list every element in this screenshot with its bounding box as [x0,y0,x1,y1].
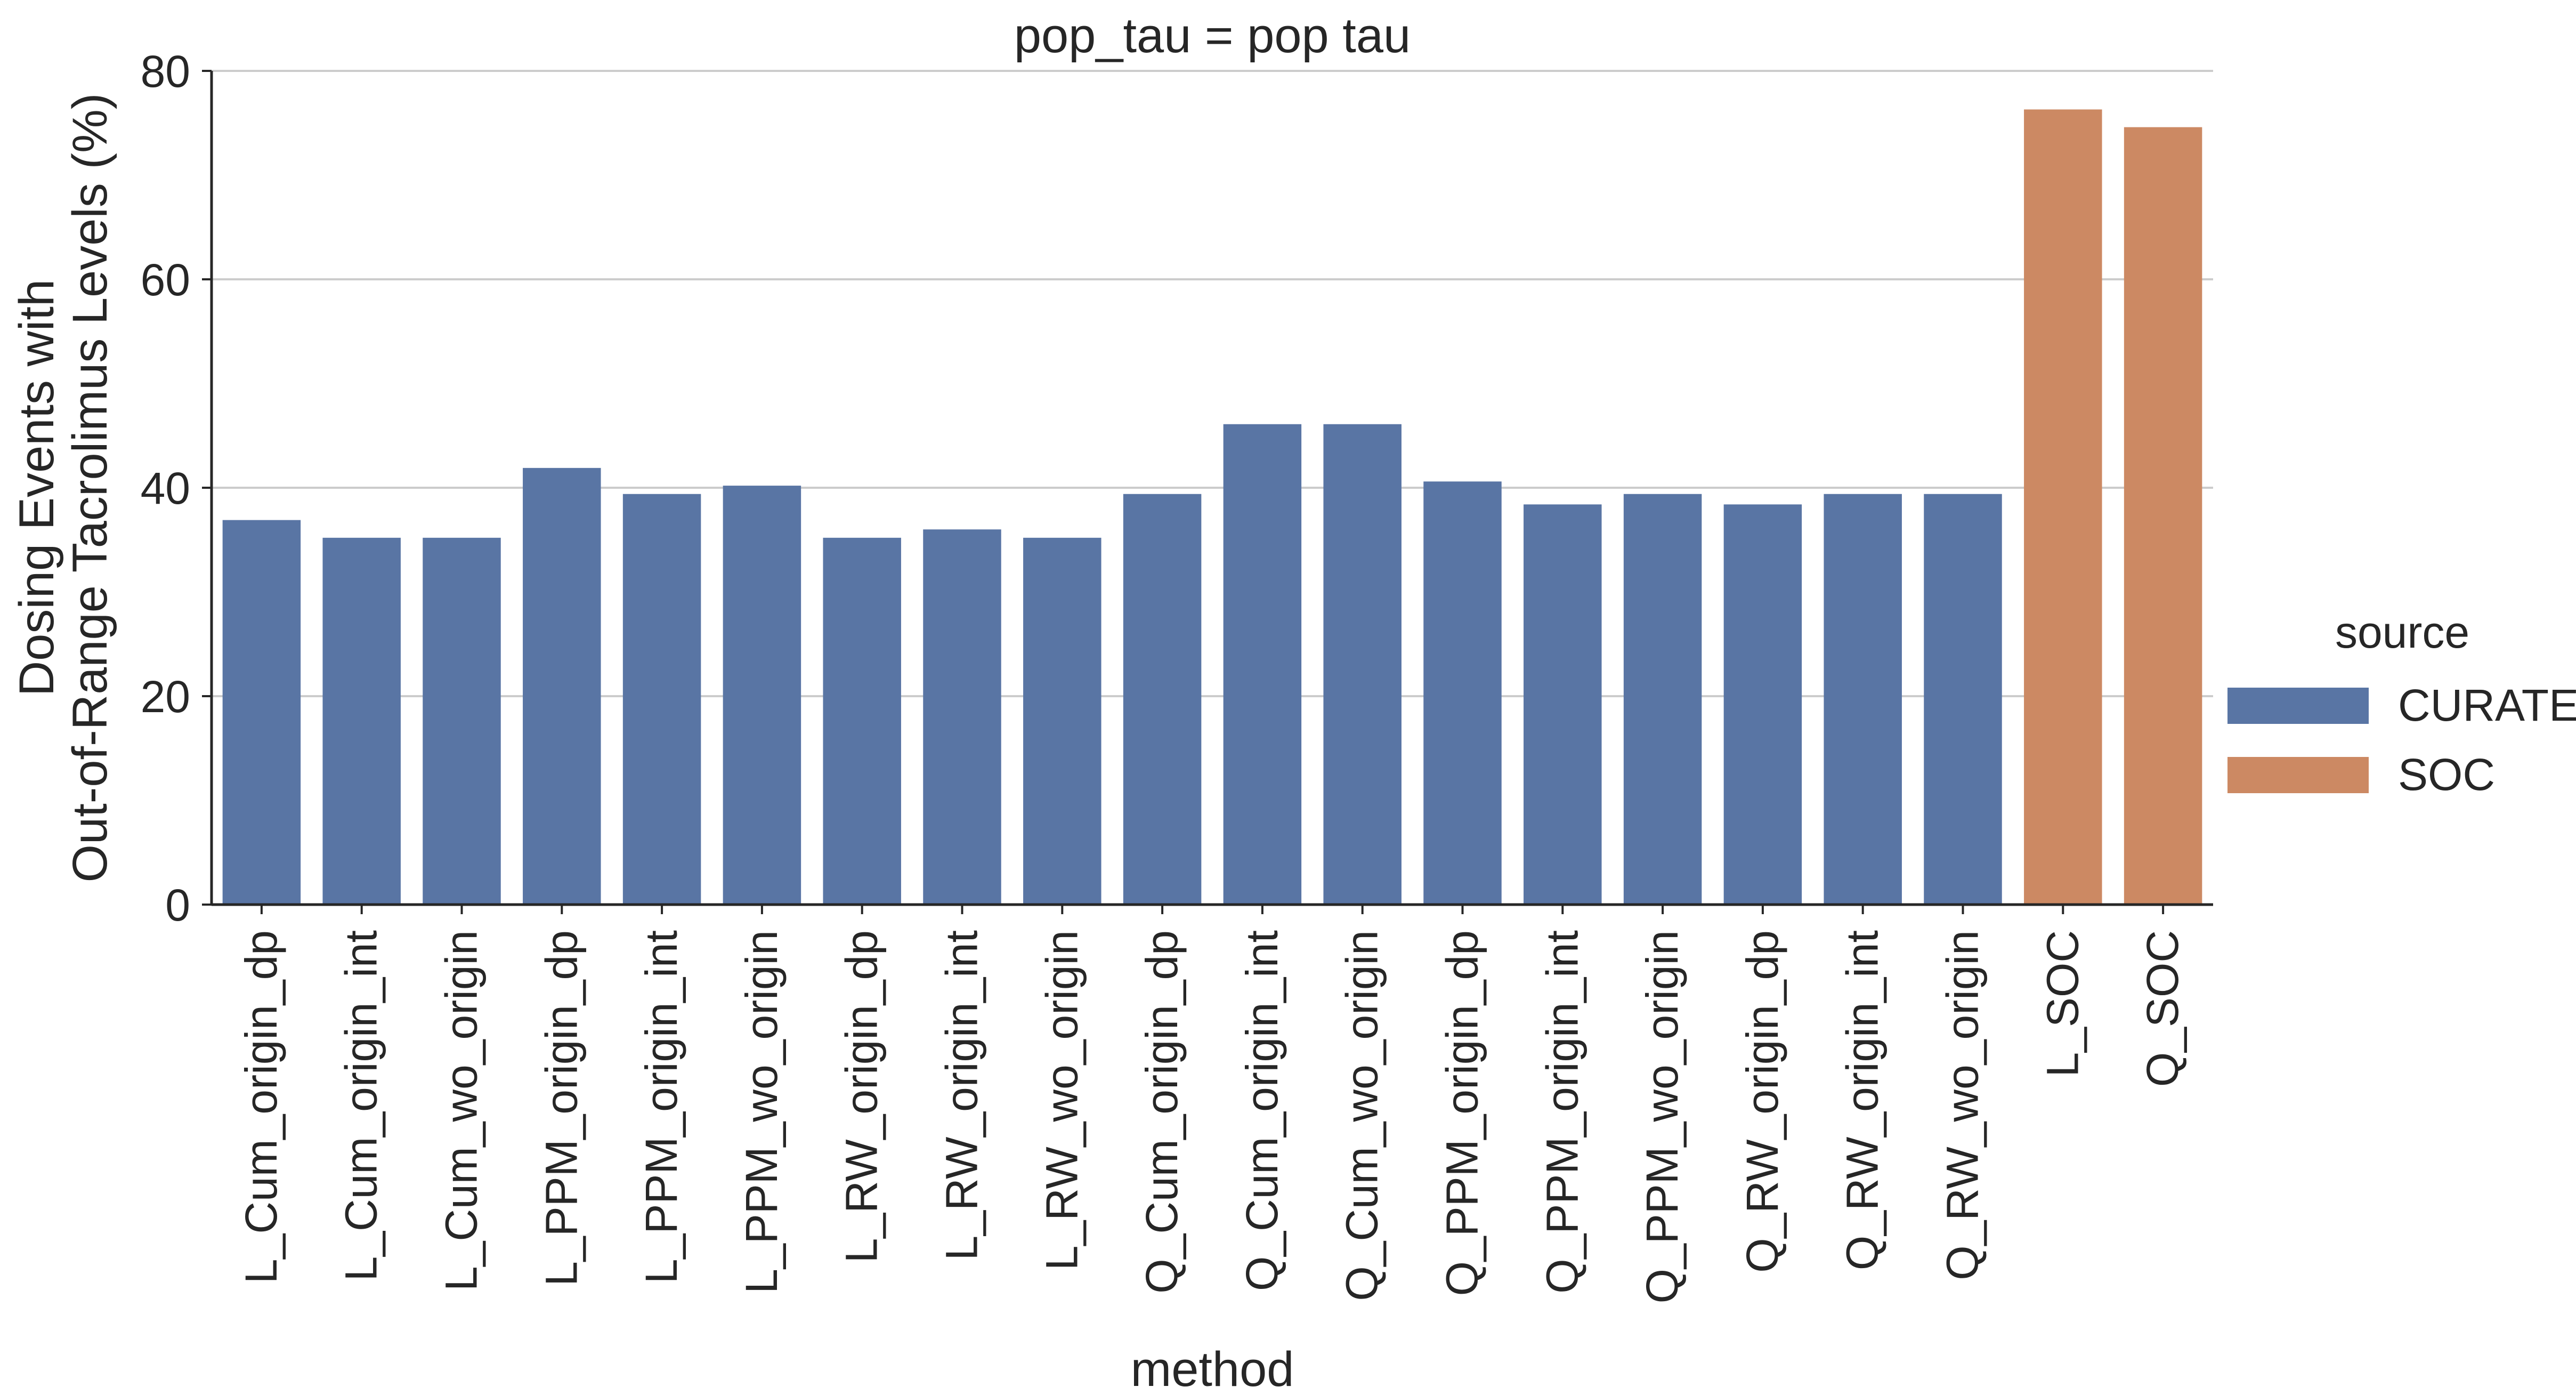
bar-l-ppm-origin-int [622,494,701,905]
gridlines [212,70,2213,906]
legend-label-soc: SOC [2398,749,2495,800]
legend-title: source [2335,607,2469,657]
x-tick-label: Q_RW_wo_origin [1938,930,1988,1280]
y-tick-label: 20 [141,672,190,722]
y-tick-label: 40 [141,463,190,513]
x-tick-label: Q_Cum_origin_dp [1137,930,1187,1294]
legend: source CURATE SOC [2227,607,2576,800]
bar-q-rw-origin-int [1824,494,1902,905]
x-tick-label: Q_PPM_origin_int [1537,930,1587,1294]
x-tick-label: L_PPM_origin_int [636,930,686,1284]
y-tick-label: 80 [141,46,190,96]
bar-l-rw-wo-origin [1023,537,1101,905]
bar-l-rw-origin-dp [823,537,901,905]
legend-label-curate: CURATE [2398,680,2576,730]
x-tick-label: L_SOC [2037,930,2087,1077]
bar-l-rw-origin-int [923,529,1001,905]
bar-l-ppm-wo-origin [723,486,801,905]
chart-title: pop_tau = pop tau [1014,9,1411,63]
x-tick-label: L_RW_wo_origin [1036,930,1087,1270]
bar-q-cum-origin-dp [1123,494,1202,905]
bars [222,109,2202,905]
y-tick-label: 60 [141,255,190,305]
x-tick-label: Q_RW_origin_int [1837,930,1888,1270]
x-tick-label: L_PPM_wo_origin [736,930,787,1294]
x-tick-label: L_RW_origin_dp [837,930,887,1263]
bar-q-ppm-origin-dp [1423,481,1502,905]
bar-q-cum-origin-int [1223,424,1302,905]
bar-l-cum-origin-int [322,537,401,905]
x-tick-label: L_Cum_origin_int [336,930,386,1281]
legend-swatch-soc [2227,757,2369,793]
x-tick-label: Q_Cum_wo_origin [1337,930,1387,1301]
bar-q-cum-wo-origin [1323,424,1402,905]
x-tick-label: L_Cum_origin_dp [236,930,286,1284]
y-axis-title-line-2: Out-of-Range Tacrolimus Levels (%) [63,93,117,882]
x-tick-label: L_RW_origin_int [937,930,987,1260]
x-tick-label: Q_PPM_origin_dp [1437,930,1487,1296]
x-tick-label: L_Cum_wo_origin [436,930,487,1291]
bar-q-rw-origin-dp [1723,504,1802,905]
bar-q-soc [2124,127,2202,905]
bar-q-ppm-origin-int [1524,504,1602,905]
x-tick-label: Q_Cum_origin_int [1237,930,1287,1291]
x-axis-title: method [1131,1342,1294,1395]
bar-q-ppm-wo-origin [1623,494,1702,905]
y-tick-label: 0 [165,880,190,930]
bar-q-rw-wo-origin [1924,494,2002,905]
y-axis-title-line-1: Dosing Events with [10,279,64,696]
axes: 0 20 40 60 80 L_Cum_origin_dp L_Cum_origin_int… [141,46,2213,1303]
bar-l-cum-wo-origin [423,537,501,905]
bar-l-ppm-origin-dp [523,467,601,905]
x-tick-label: L_PPM_origin_dp [536,930,586,1286]
bar-l-cum-origin-dp [222,520,301,905]
x-tick-label: Q_SOC [2137,930,2188,1087]
x-tick-label: Q_RW_origin_dp [1737,930,1787,1273]
x-tick-label: Q_PPM_wo_origin [1637,930,1687,1303]
bar-l-soc [2024,109,2102,905]
legend-swatch-curate [2227,688,2369,724]
